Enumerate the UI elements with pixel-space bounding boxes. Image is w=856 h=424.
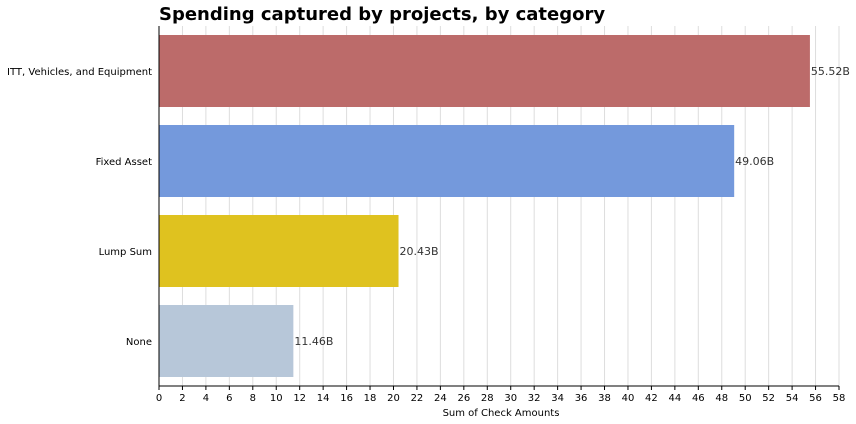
data-label: 20.43B bbox=[400, 245, 439, 258]
bar bbox=[159, 305, 294, 377]
x-tick-label: 12 bbox=[293, 393, 306, 404]
x-tick-label: 28 bbox=[481, 393, 494, 404]
x-tick-label: 40 bbox=[622, 393, 635, 404]
bar-layer: 55.52B 49.06B 20.43B 11.46B bbox=[159, 35, 850, 377]
x-tick-label: 36 bbox=[575, 393, 588, 404]
x-tick-label: 4 bbox=[203, 393, 209, 404]
x-tick-label: 50 bbox=[739, 393, 752, 404]
chart-title: Spending captured by projects, by catego… bbox=[159, 4, 606, 25]
x-tick-label: 20 bbox=[387, 393, 400, 404]
x-tick-label: 8 bbox=[250, 393, 256, 404]
x-axis-title: Sum of Check Amounts bbox=[443, 408, 560, 419]
x-tick-label: 0 bbox=[156, 393, 162, 404]
x-tick-label: 26 bbox=[457, 393, 470, 404]
y-category-label: Fixed Asset bbox=[96, 157, 153, 168]
y-category-label: Lump Sum bbox=[99, 247, 152, 258]
y-category-label: None bbox=[126, 337, 152, 348]
x-tick-label: 16 bbox=[340, 393, 353, 404]
x-tick-label: 22 bbox=[411, 393, 424, 404]
data-label: 11.46B bbox=[294, 335, 333, 348]
x-tick-label: 48 bbox=[715, 393, 728, 404]
x-tick-label: 30 bbox=[504, 393, 517, 404]
x-tick-label: 10 bbox=[270, 393, 283, 404]
x-tick-label: 34 bbox=[551, 393, 564, 404]
data-label: 55.52B bbox=[811, 65, 850, 78]
x-tick-label: 2 bbox=[179, 393, 185, 404]
x-tick-label: 14 bbox=[317, 393, 330, 404]
x-tick-label: 18 bbox=[364, 393, 377, 404]
axis-layer: 0 2 4 6 8 10 12 14 16 18 20 22 24 26 28 30 32 34 36 38 40 42 4… bbox=[7, 26, 845, 404]
x-tick-label: 54 bbox=[786, 393, 799, 404]
x-tick-label: 24 bbox=[434, 393, 447, 404]
x-tick-label: 52 bbox=[762, 393, 775, 404]
x-tick-label: 56 bbox=[809, 393, 822, 404]
x-tick-label: 46 bbox=[692, 393, 705, 404]
bar bbox=[159, 35, 810, 107]
bar bbox=[159, 125, 735, 197]
data-label: 49.06B bbox=[735, 155, 774, 168]
x-tick-label: 58 bbox=[833, 393, 846, 404]
x-tick-label: 32 bbox=[528, 393, 541, 404]
x-tick-label: 44 bbox=[668, 393, 681, 404]
y-category-label: ITT, Vehicles, and Equipment bbox=[7, 67, 152, 78]
x-tick-label: 6 bbox=[226, 393, 232, 404]
x-tick-label: 42 bbox=[645, 393, 658, 404]
x-tick-label: 38 bbox=[598, 393, 611, 404]
bar bbox=[159, 215, 399, 287]
